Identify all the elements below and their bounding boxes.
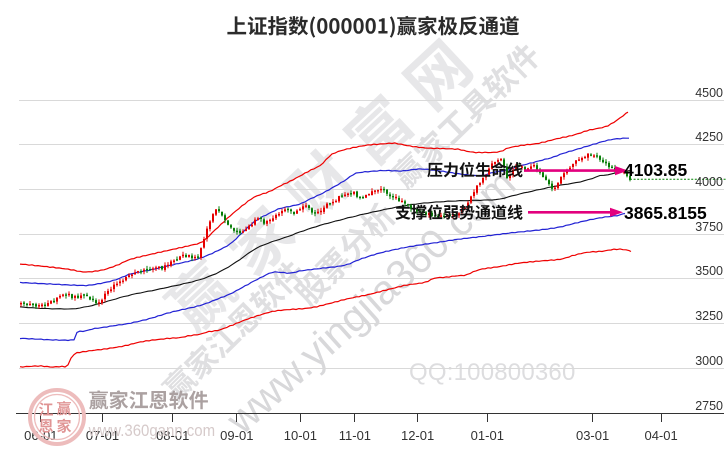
svg-text:3000: 3000 <box>695 354 723 368</box>
svg-text:04-01: 04-01 <box>644 428 677 443</box>
svg-text:3865.8155: 3865.8155 <box>624 203 707 223</box>
svg-text:www.360gann.com: www.360gann.com <box>88 421 215 440</box>
svg-text:QQ:100800360: QQ:100800360 <box>409 359 576 386</box>
svg-text:08-01: 08-01 <box>156 428 189 443</box>
svg-text:03-01: 03-01 <box>576 428 609 443</box>
svg-text:07-01: 07-01 <box>86 428 119 443</box>
svg-text:4103.85: 4103.85 <box>624 160 688 180</box>
svg-text:2750: 2750 <box>695 399 723 413</box>
svg-text:11-01: 11-01 <box>339 428 371 443</box>
svg-text:4250: 4250 <box>695 130 723 144</box>
svg-text:12-01: 12-01 <box>401 428 434 443</box>
svg-text:4000: 4000 <box>695 175 723 189</box>
svg-text:09-01: 09-01 <box>220 428 253 443</box>
svg-text:3250: 3250 <box>695 309 723 323</box>
svg-text:01-01: 01-01 <box>471 428 504 443</box>
svg-text:10-01: 10-01 <box>284 428 317 443</box>
svg-text:3750: 3750 <box>695 220 723 234</box>
svg-text:4500: 4500 <box>695 86 723 100</box>
svg-text:3500: 3500 <box>695 264 723 278</box>
